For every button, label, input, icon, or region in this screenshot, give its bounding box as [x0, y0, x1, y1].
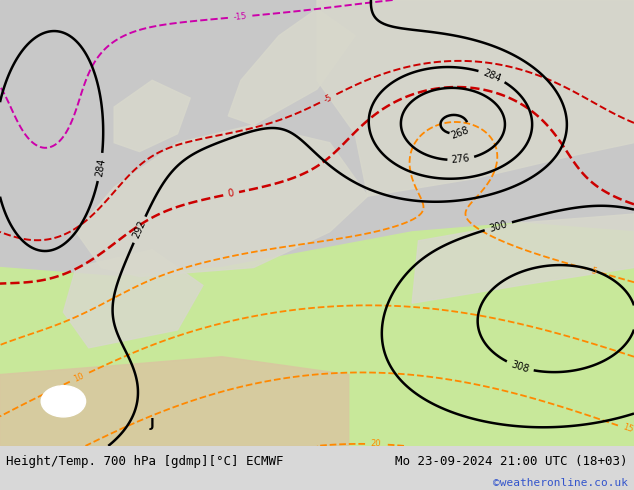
Text: 284: 284: [94, 157, 107, 177]
Text: 5: 5: [590, 266, 597, 276]
Text: 10: 10: [72, 371, 86, 384]
Text: ©weatheronline.co.uk: ©weatheronline.co.uk: [493, 478, 628, 489]
Polygon shape: [63, 250, 203, 348]
Text: -15: -15: [233, 12, 247, 22]
Text: 15: 15: [621, 423, 634, 435]
Polygon shape: [412, 214, 634, 303]
Text: -5: -5: [323, 93, 334, 104]
Text: 308: 308: [510, 359, 530, 374]
Text: Mo 23-09-2024 21:00 UTC (18+03): Mo 23-09-2024 21:00 UTC (18+03): [395, 455, 628, 468]
Polygon shape: [114, 80, 190, 151]
Text: 292: 292: [131, 219, 148, 240]
Circle shape: [41, 386, 86, 417]
Text: 268: 268: [450, 125, 470, 141]
Polygon shape: [76, 125, 368, 276]
Polygon shape: [0, 357, 349, 446]
Text: 284: 284: [481, 68, 502, 84]
Text: 20: 20: [370, 440, 380, 449]
Text: J: J: [150, 417, 155, 430]
Polygon shape: [317, 0, 634, 196]
Text: 300: 300: [488, 219, 508, 234]
Text: Height/Temp. 700 hPa [gdmp][°C] ECMWF: Height/Temp. 700 hPa [gdmp][°C] ECMWF: [6, 455, 284, 468]
Polygon shape: [0, 223, 634, 446]
Text: 0: 0: [227, 188, 235, 199]
Text: 276: 276: [450, 154, 470, 166]
Polygon shape: [228, 9, 355, 125]
